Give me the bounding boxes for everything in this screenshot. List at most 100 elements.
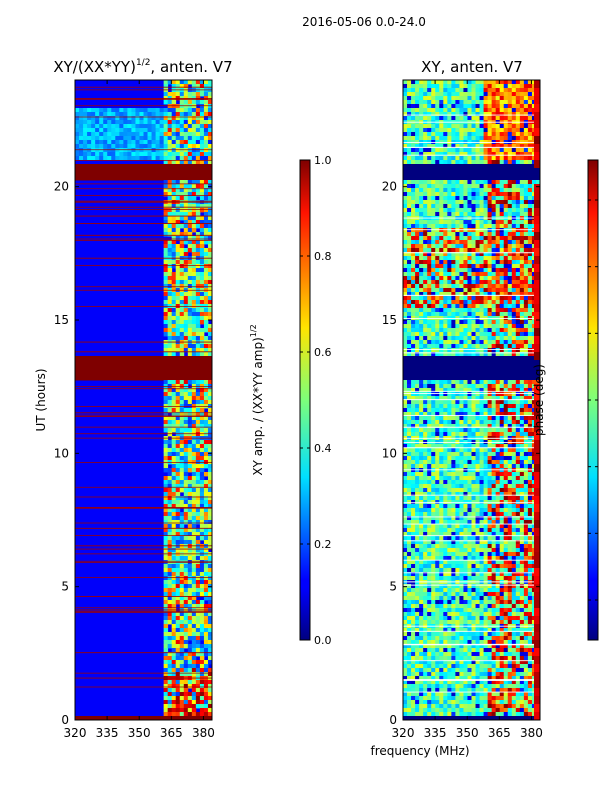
heat-cell xyxy=(467,88,472,93)
heat-cell xyxy=(455,392,460,397)
heat-cell xyxy=(195,352,201,357)
heat-cell xyxy=(163,80,169,85)
heat-cell xyxy=(535,180,540,185)
heat-cell xyxy=(171,216,177,221)
heat-cell xyxy=(171,504,177,509)
heat-cell xyxy=(527,96,533,101)
heat-cell xyxy=(191,416,197,421)
heat-cell xyxy=(175,448,181,453)
heat-cell xyxy=(415,272,420,277)
heat-cell xyxy=(479,304,484,309)
heat-cell xyxy=(171,400,177,405)
heat-cell xyxy=(407,192,412,197)
heat-cell xyxy=(179,512,185,517)
heat-cell xyxy=(487,156,493,161)
heat-cell xyxy=(171,704,177,709)
heat-cell xyxy=(411,448,416,453)
heat-cell xyxy=(471,184,476,189)
heat-cell xyxy=(411,300,416,305)
heat-cell xyxy=(187,664,193,669)
heat-cell xyxy=(431,400,436,405)
heat-cell xyxy=(175,572,181,577)
heat-cell xyxy=(179,104,185,109)
heat-cell xyxy=(507,292,513,297)
heat-cell xyxy=(499,232,505,237)
heat-cell xyxy=(207,388,212,393)
heat-cell xyxy=(511,300,517,305)
heat-cell xyxy=(459,420,464,425)
heat-cell xyxy=(431,304,436,309)
heat-cell xyxy=(199,284,205,289)
heat-cell xyxy=(527,116,533,121)
heat-cell xyxy=(423,332,428,337)
heat-cell xyxy=(527,336,533,341)
heat-cell xyxy=(191,456,197,461)
heat-cell xyxy=(503,232,509,237)
heat-cell xyxy=(179,636,185,641)
heat-cell xyxy=(527,404,533,409)
heat-cell xyxy=(419,308,424,313)
heat-cell xyxy=(171,596,177,601)
heat-cell xyxy=(527,332,533,337)
heat-cell xyxy=(207,524,212,529)
heat-cell xyxy=(175,632,181,637)
heat-cell xyxy=(423,428,428,433)
heat-cell xyxy=(151,156,156,161)
heat-cell xyxy=(479,116,484,121)
heat-cell xyxy=(515,224,521,229)
heat-cell xyxy=(163,192,169,197)
heat-cell xyxy=(135,140,140,145)
heat-cell xyxy=(207,660,212,665)
heat-cell xyxy=(451,416,456,421)
heat-cell xyxy=(183,684,189,689)
heat-cell xyxy=(443,252,448,257)
heat-cell xyxy=(523,220,529,225)
heat-cell xyxy=(499,132,505,137)
heat-cell xyxy=(187,192,193,197)
heat-cell xyxy=(199,120,205,125)
heat-cell xyxy=(203,240,209,245)
heat-cell xyxy=(167,344,173,349)
heat-cell xyxy=(515,320,521,325)
heat-cell xyxy=(471,428,476,433)
heat-cell xyxy=(203,440,209,445)
heat-cell xyxy=(427,328,432,333)
heat-cell xyxy=(175,412,181,417)
heat-cell xyxy=(491,200,497,205)
heat-cell xyxy=(487,420,493,425)
heat-cell xyxy=(467,280,472,285)
heat-cell xyxy=(175,116,181,121)
heat-cell xyxy=(403,304,408,309)
heat-cell xyxy=(179,576,185,581)
heat-cell xyxy=(527,124,533,129)
heat-cell xyxy=(191,244,197,249)
heat-cell xyxy=(147,116,152,121)
heat-cell xyxy=(175,480,181,485)
heat-cell xyxy=(439,232,444,237)
heat-cell xyxy=(511,272,517,277)
heat-cell xyxy=(519,152,525,157)
heat-cell xyxy=(439,180,444,185)
heat-cell xyxy=(199,660,205,665)
heat-cell xyxy=(471,244,476,249)
heat-cell xyxy=(483,444,489,449)
heat-cell xyxy=(471,144,476,149)
heat-cell xyxy=(451,200,456,205)
heat-cell xyxy=(179,476,185,481)
heat-cell xyxy=(415,380,420,385)
heat-cell xyxy=(471,240,476,245)
heat-cell xyxy=(427,336,432,341)
heat-cell xyxy=(111,152,116,157)
heat-cell xyxy=(179,588,185,593)
heat-cell xyxy=(203,224,209,229)
heat-cell xyxy=(423,320,428,325)
heat-cell xyxy=(199,648,205,653)
amp-x-ticks: 320 335 350 365 380 xyxy=(64,80,215,740)
heat-cell xyxy=(475,332,480,337)
heat-cell xyxy=(431,212,436,217)
heat-cell xyxy=(447,400,452,405)
heat-cell xyxy=(195,540,201,545)
heat-cell xyxy=(407,384,412,389)
heat-cell xyxy=(195,464,201,469)
heat-cell xyxy=(195,180,201,185)
